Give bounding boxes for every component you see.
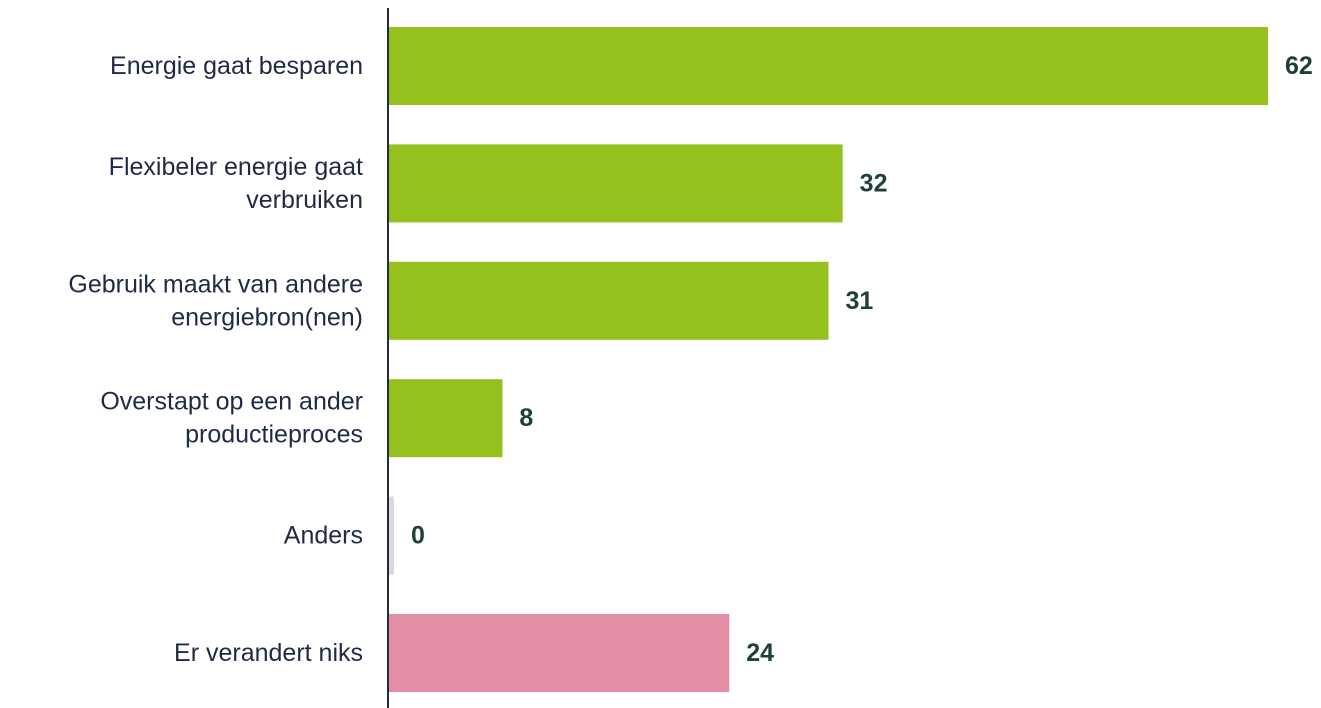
category-label: Anders (284, 522, 363, 550)
bar (389, 144, 843, 223)
value-label: 31 (846, 287, 874, 315)
bar (389, 379, 503, 458)
value-label: 8 (519, 404, 533, 432)
category-label-line: Flexibeler energie gaat (109, 153, 363, 181)
category-label-line: verbruiken (246, 186, 363, 214)
category-label: Gebruik maakt van andere energiebron(nen) (68, 270, 363, 331)
category-label-line: Er verandert niks (174, 639, 363, 667)
category-label: Flexibeler energie gaat verbruiken (109, 153, 363, 214)
category-label: Energie gaat besparen (110, 52, 363, 80)
bar (389, 261, 829, 340)
category-label: Overstapt op een ander productieproces (100, 388, 363, 449)
category-label-line: Energie gaat besparen (110, 52, 363, 80)
bar (389, 27, 1268, 105)
bar (389, 496, 394, 575)
bars-group (389, 27, 1268, 692)
value-label: 62 (1285, 52, 1313, 80)
value-label: 32 (860, 169, 888, 197)
category-label-line: Gebruik maakt van andere (68, 270, 363, 298)
value-label: 0 (411, 522, 425, 550)
category-label-line: Overstapt op een ander (100, 388, 363, 416)
bar (389, 614, 730, 692)
category-label-line: Anders (284, 522, 363, 550)
value-labels-group: 62 32 31 8 0 24 (411, 52, 1313, 667)
value-label: 24 (746, 639, 774, 667)
category-label: Er verandert niks (174, 639, 363, 667)
category-label-line: energiebron(nen) (171, 303, 363, 331)
category-labels-group: Energie gaat besparen Flexibeler energie … (68, 52, 363, 667)
category-label-line: productieproces (185, 421, 363, 449)
